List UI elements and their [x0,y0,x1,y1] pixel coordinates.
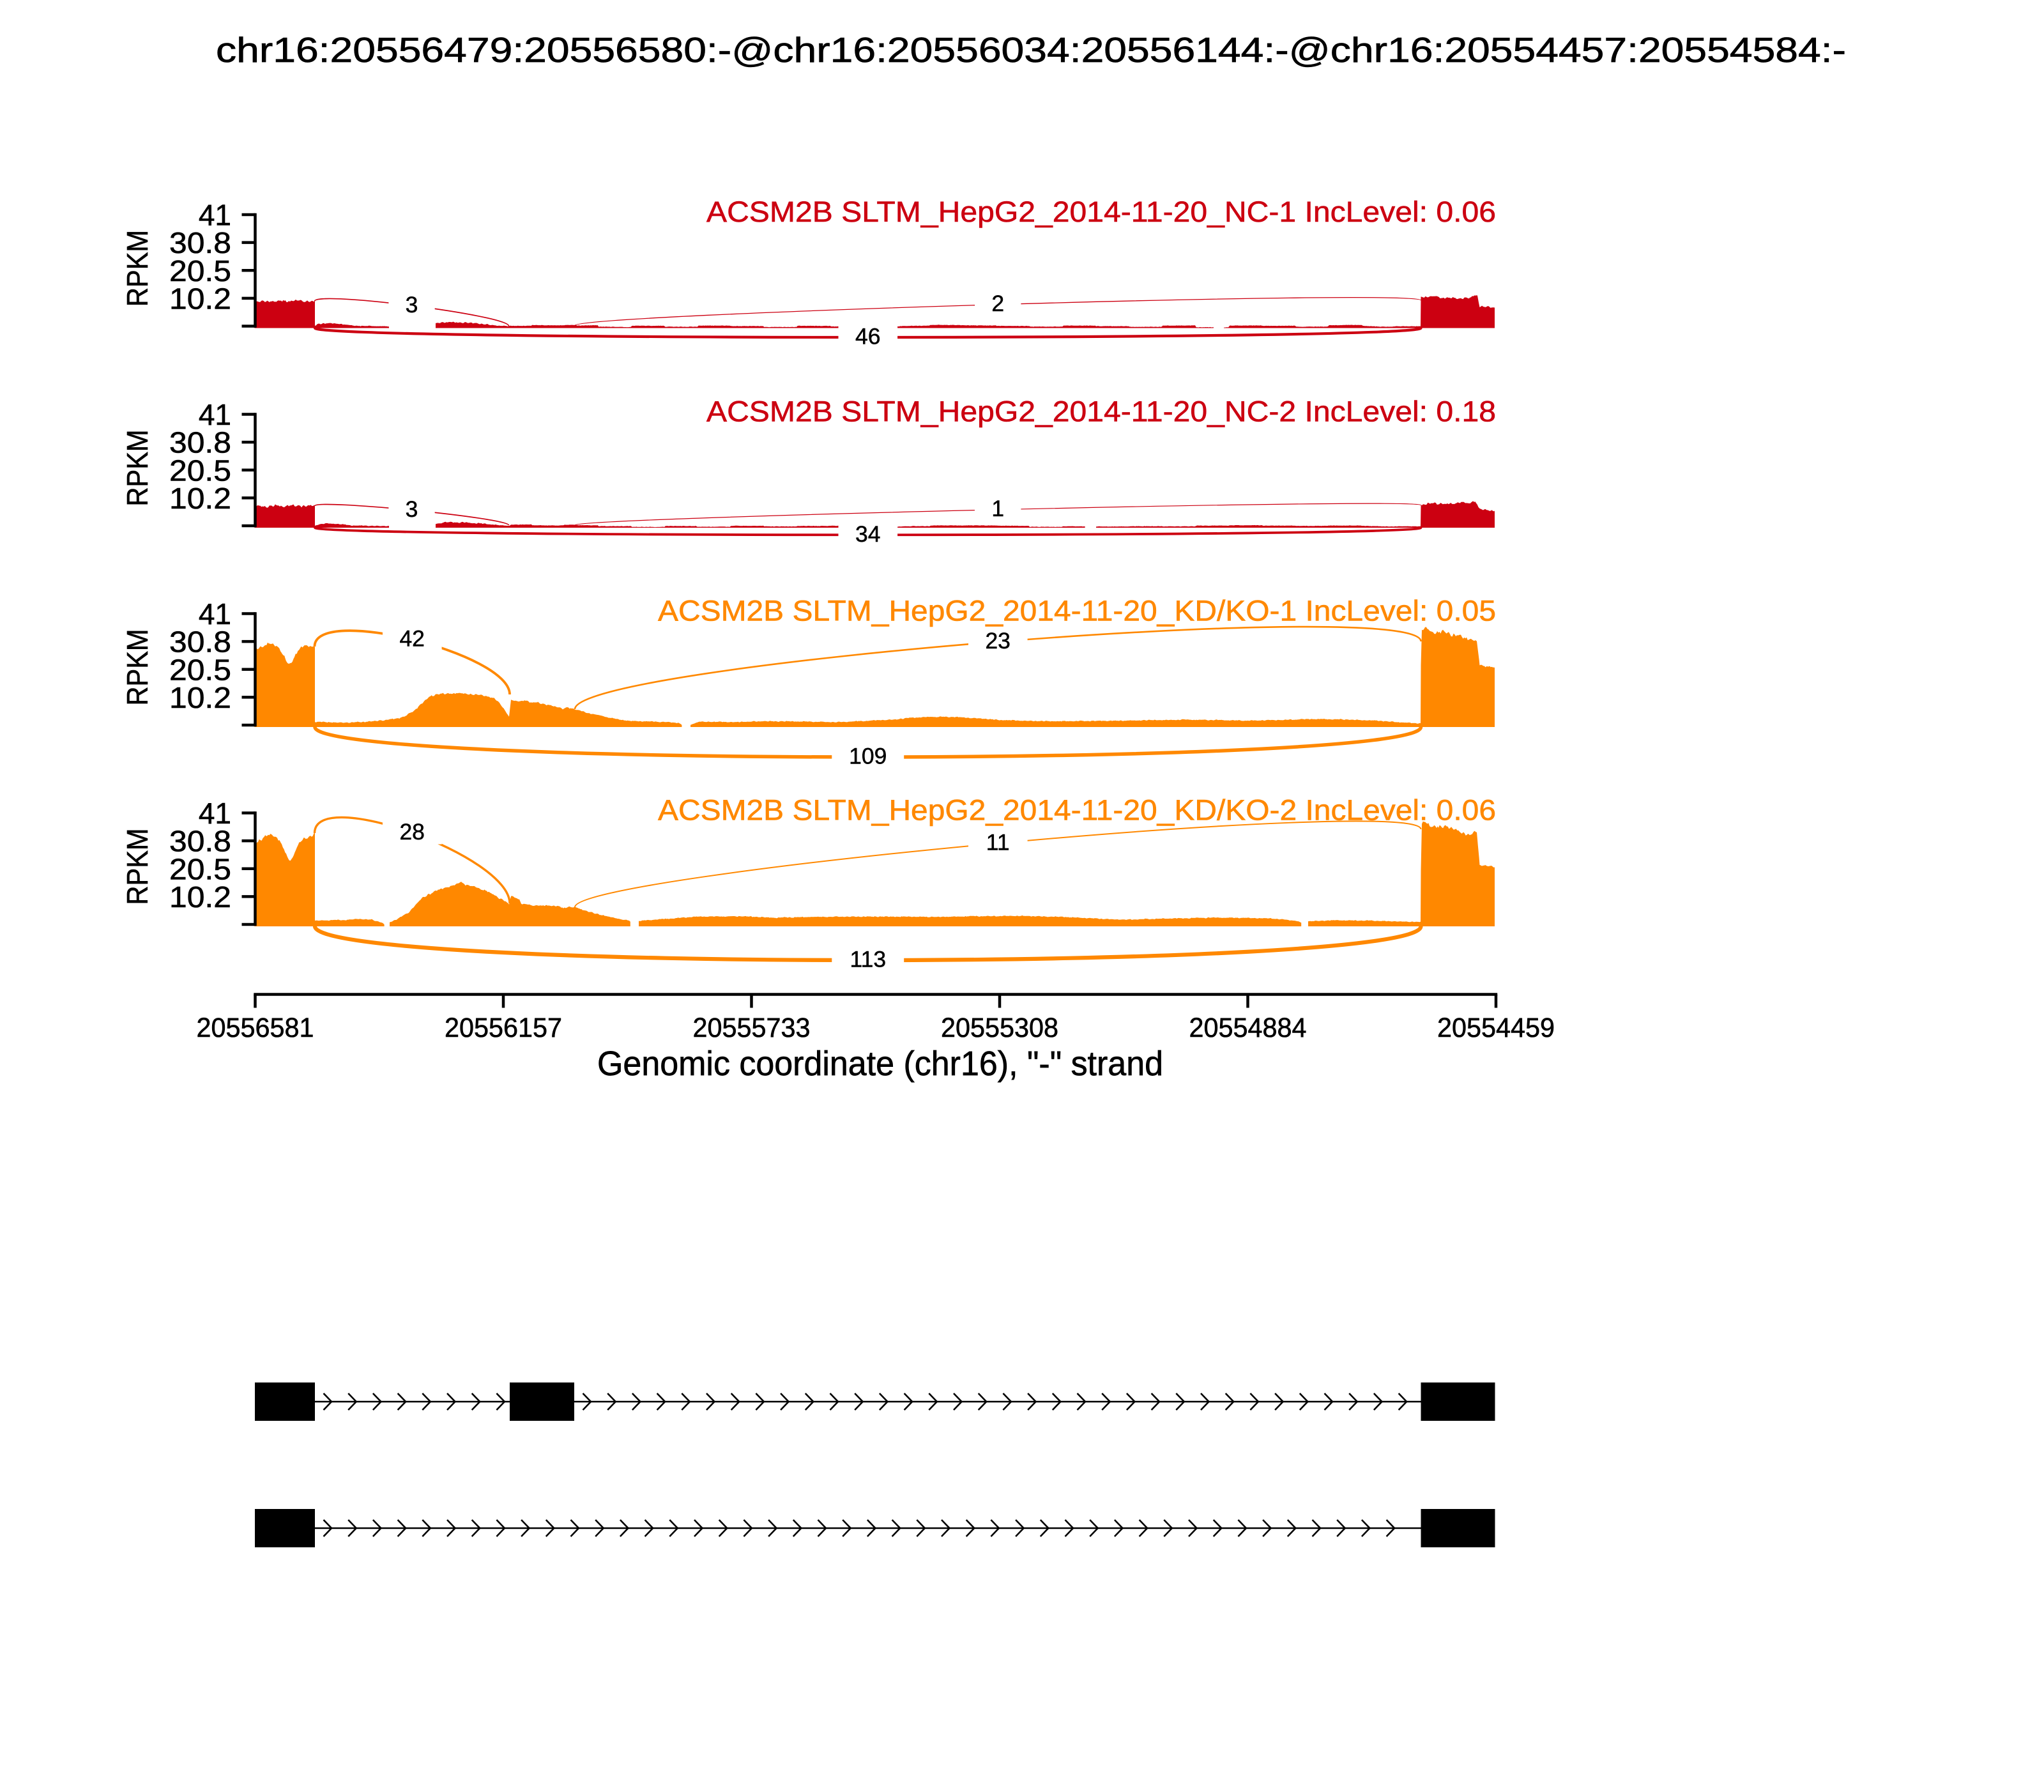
svg-text:30.8: 30.8 [169,625,231,659]
svg-text:Genomic coordinate (chr16), "-: Genomic coordinate (chr16), "-" strand [597,1045,1163,1083]
svg-text:ACSM2B SLTM_HepG2_2014-11-20_N: ACSM2B SLTM_HepG2_2014-11-20_NC-1 IncLev… [706,195,1496,228]
svg-text:23: 23 [985,628,1011,654]
svg-text:41: 41 [199,398,231,431]
svg-text:ACSM2B SLTM_HepG2_2014-11-20_N: ACSM2B SLTM_HepG2_2014-11-20_NC-2 IncLev… [706,395,1496,428]
svg-text:ACSM2B SLTM_HepG2_2014-11-20_K: ACSM2B SLTM_HepG2_2014-11-20_KD/KO-1 Inc… [658,595,1496,627]
svg-text:3: 3 [406,496,418,522]
svg-text:1: 1 [991,496,1004,521]
svg-text:20554884: 20554884 [1189,1013,1307,1043]
svg-text:RPKM: RPKM [121,430,154,507]
svg-text:41: 41 [199,797,231,830]
svg-text:ACSM2B SLTM_HepG2_2014-11-20_K: ACSM2B SLTM_HepG2_2014-11-20_KD/KO-2 Inc… [658,794,1496,827]
svg-text:20.5: 20.5 [169,653,231,686]
svg-text:chr16:20556479:20556580:-@chr1: chr16:20556479:20556580:-@chr16:20556034… [216,31,1846,70]
svg-text:30.8: 30.8 [169,226,231,259]
svg-text:10.2: 10.2 [169,681,231,714]
svg-text:30.8: 30.8 [169,825,231,858]
svg-text:113: 113 [850,947,886,972]
svg-text:10.2: 10.2 [169,880,231,914]
svg-text:30.8: 30.8 [169,426,231,459]
svg-text:20555308: 20555308 [941,1013,1058,1043]
svg-text:11: 11 [986,830,1010,855]
svg-text:20.5: 20.5 [169,454,231,487]
svg-text:RPKM: RPKM [121,230,154,307]
svg-text:10.2: 10.2 [169,482,231,515]
svg-text:RPKM: RPKM [121,829,154,905]
svg-text:20556581: 20556581 [197,1013,314,1043]
svg-text:3: 3 [406,292,418,318]
svg-text:RPKM: RPKM [121,629,154,706]
svg-text:10.2: 10.2 [169,282,231,315]
svg-text:20554459: 20554459 [1437,1013,1555,1043]
svg-text:2: 2 [991,291,1004,316]
svg-text:42: 42 [399,626,425,652]
svg-text:46: 46 [855,324,881,349]
svg-text:41: 41 [199,597,231,631]
svg-text:41: 41 [199,199,231,232]
svg-text:28: 28 [399,819,425,845]
svg-text:20.5: 20.5 [169,852,231,885]
svg-text:20.5: 20.5 [169,254,231,287]
svg-text:109: 109 [849,744,887,769]
svg-text:20556157: 20556157 [445,1013,562,1043]
svg-text:20555733: 20555733 [693,1013,811,1043]
svg-text:34: 34 [855,521,881,547]
